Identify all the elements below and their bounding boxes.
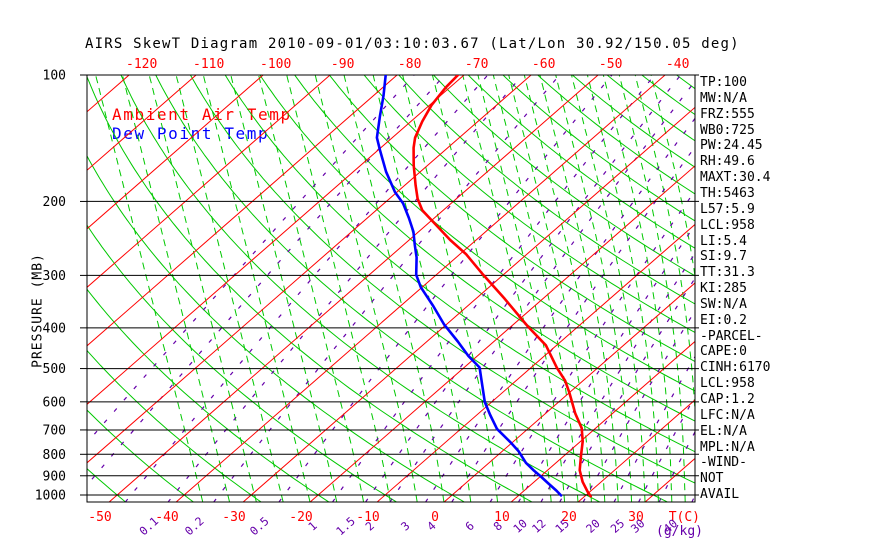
pressure-tick-label: 700 (43, 423, 66, 438)
top-temp-label: -110 (193, 57, 224, 72)
chart-title: AIRS SkewT Diagram 2010-09-01/03:10:03.6… (85, 36, 740, 52)
mixing-ratio-label: 12 (529, 516, 549, 536)
mixing-unit-label: (g/kg) (656, 524, 703, 539)
top-temp-label: -100 (260, 57, 291, 72)
stat-line: LCL:958 (700, 217, 755, 233)
mixing-ratio-label: 0.5 (247, 514, 272, 538)
bottom-temp-label: -10 (356, 510, 379, 525)
mixing-ratio-label: 40 (661, 516, 681, 536)
top-temp-label: -80 (398, 57, 421, 72)
stat-line: CAPE:0 (700, 344, 747, 360)
isotherms (87, 75, 695, 502)
bottom-temp-label: -40 (155, 510, 178, 525)
stat-line: MAXT:30.4 (700, 170, 771, 186)
stat-line: WB0:725 (700, 122, 755, 138)
stat-line: AVAIL (700, 487, 740, 503)
bottom-temp-label: -20 (289, 510, 312, 525)
stat-line: LI:5.4 (700, 233, 747, 249)
mixing-ratio-label: 20 (583, 516, 603, 536)
bottom-temp-label: 20 (561, 510, 577, 525)
pressure-tick-label: 100 (43, 69, 66, 84)
stat-line: SW:N/A (700, 296, 747, 312)
mixing-ratio-label: 1.5 (333, 514, 358, 538)
mixing-ratio-label: 0.2 (182, 514, 207, 538)
bottom-temp-label: -30 (222, 510, 245, 525)
mixing-ratio-label: 25 (608, 516, 628, 536)
stat-line: CINH:6170 (700, 360, 771, 376)
dry-adiabats (87, 75, 695, 502)
stat-line: NOT (700, 471, 724, 487)
stat-line: SI:9.7 (700, 249, 747, 265)
top-temp-label: -90 (331, 57, 354, 72)
stat-line: RH:49.6 (700, 154, 755, 170)
stat-line: L57:5.9 (700, 201, 755, 217)
mixing-ratio-label: 10 (510, 516, 530, 536)
pressure-tick-label: 500 (43, 362, 66, 377)
bottom-temp-label: 0 (431, 510, 439, 525)
pressure-tick-label: 300 (43, 269, 66, 284)
top-temp-label: -40 (666, 57, 689, 72)
dewpoint-curve (375, 75, 563, 497)
top-temp-label: -70 (465, 57, 488, 72)
temperature-curve (412, 75, 592, 498)
stat-line: MPL:N/A (700, 439, 755, 455)
stat-line: TP:100 (700, 75, 747, 90)
stat-line: LFC:N/A (700, 407, 755, 423)
mixing-ratio-lines (87, 75, 695, 502)
stat-line: KI:285 (700, 281, 747, 297)
pressure-tick-label: 400 (43, 321, 66, 336)
bottom-temp-label: 30 (628, 510, 644, 525)
temp-unit-label: T(C) (668, 510, 700, 525)
plot-border (86, 74, 696, 503)
pressure-tick-label: 600 (43, 395, 66, 410)
stat-line: EI:0.2 (700, 312, 747, 328)
top-temp-label: -50 (599, 57, 622, 72)
pressure-tick-label: 1000 (35, 489, 66, 504)
top-temp-label: -120 (126, 57, 157, 72)
stat-line: -PARCEL- (700, 328, 763, 344)
stat-line: EL:N/A (700, 423, 747, 439)
pressure-tick-label: 800 (43, 448, 66, 463)
pressure-tick-label: 200 (43, 195, 66, 210)
stat-line: PW:24.45 (700, 138, 763, 154)
stat-line: -WIND- (700, 455, 747, 471)
stat-line: CAP:1.2 (700, 392, 755, 407)
pressure-tick-label: 900 (43, 469, 66, 484)
stat-line: FRZ:555 (700, 106, 755, 122)
top-temp-label: -60 (532, 57, 555, 72)
stat-line: TH:5463 (700, 185, 755, 201)
stat-line: MW:N/A (700, 90, 747, 106)
mixing-ratio-label: 3 (398, 518, 413, 533)
stat-line: TT:31.3 (700, 265, 755, 281)
moist-adiabats (95, 75, 695, 502)
bottom-temp-label: 10 (494, 510, 510, 525)
mixing-ratio-label: 6 (462, 518, 477, 533)
stat-line: LCL:958 (700, 376, 755, 392)
bottom-temp-label: -50 (88, 510, 111, 525)
